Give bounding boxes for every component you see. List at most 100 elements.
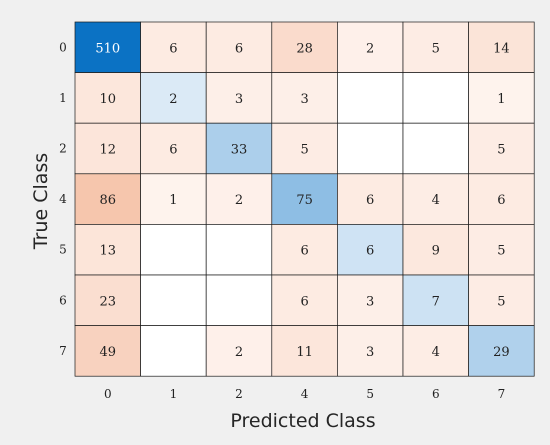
cell-value-label: 3 <box>300 92 308 107</box>
matrix-cell-2-4 <box>271 122 338 175</box>
cell-value-label: 6 <box>300 294 308 309</box>
column-tick-label: 0 <box>104 387 112 401</box>
matrix-cell-1-2 <box>205 72 273 124</box>
matrix-cell-7-6 <box>402 325 469 377</box>
x-axis-label: Predicted Class <box>230 410 375 432</box>
matrix-cell-1-0 <box>74 72 141 124</box>
matrix-cell-2-6 <box>402 122 469 175</box>
cell-value-label: 3 <box>366 294 374 309</box>
matrix-cell-6-1 <box>140 274 207 326</box>
matrix-cell-7-7 <box>468 325 535 377</box>
matrix-cell-2-5 <box>337 122 404 175</box>
cell-value-label: 6 <box>300 244 308 259</box>
cell-value-label: 7 <box>432 294 440 309</box>
cell-value-label: 5 <box>300 143 308 158</box>
cell-value-label: 4 <box>432 193 440 208</box>
cell-value-label: 5 <box>432 41 440 56</box>
cell-value-label: 5 <box>497 244 505 259</box>
cell-value-label: 4 <box>432 345 440 360</box>
cell-value-label: 86 <box>100 193 117 208</box>
cell-value-label: 10 <box>100 92 117 107</box>
cell-value-label: 6 <box>169 143 177 158</box>
cell-value-label: 510 <box>95 41 120 56</box>
cell-value-label: 6 <box>366 244 374 259</box>
matrix-cell-5-7 <box>468 224 535 276</box>
cell-value-label: 2 <box>235 193 243 208</box>
cell-value-label: 1 <box>497 92 505 107</box>
column-tick-label: 5 <box>366 387 374 401</box>
cell-value-label: 49 <box>100 345 117 360</box>
matrix-cell-1-6 <box>402 72 469 124</box>
matrix-cell-4-4 <box>271 173 338 225</box>
matrix-cell-0-2 <box>205 21 273 73</box>
cell-value-label: 9 <box>432 244 440 259</box>
row-tick-label: 2 <box>59 142 67 156</box>
matrix-cell-4-7 <box>468 173 535 225</box>
row-tick-label: 1 <box>59 91 67 105</box>
matrix-cell-2-2 <box>205 122 273 175</box>
matrix-cell-4-6 <box>402 173 469 225</box>
matrix-cell-6-2 <box>205 274 273 326</box>
row-tick-label: 0 <box>59 40 67 54</box>
matrix-cell-4-5 <box>337 173 404 225</box>
cell-value-label: 29 <box>493 345 510 360</box>
matrix-cell-7-0 <box>74 325 141 377</box>
column-tick-label: 6 <box>432 387 440 401</box>
matrix-cell-7-5 <box>337 325 404 377</box>
cell-value-label: 13 <box>100 244 117 259</box>
matrix-cell-7-1 <box>140 325 207 377</box>
cell-value-label: 2 <box>235 345 243 360</box>
cell-value-label: 2 <box>366 41 374 56</box>
cell-value-label: 6 <box>169 41 177 56</box>
cell-value-label: 1 <box>169 193 177 208</box>
cell-value-label: 5 <box>497 294 505 309</box>
cell-value-label: 28 <box>296 41 313 56</box>
cell-value-label: 33 <box>231 143 248 158</box>
matrix-cell-0-7 <box>468 21 535 73</box>
matrix-cell-5-0 <box>74 224 141 276</box>
matrix-cell-6-0 <box>74 274 141 326</box>
cell-value-label: 6 <box>235 41 243 56</box>
matrix-cell-0-0 <box>74 21 141 73</box>
matrix-cell-2-1 <box>140 122 207 175</box>
matrix-cell-0-1 <box>140 21 207 73</box>
cell-value-label: 3 <box>235 92 243 107</box>
cell-value-label: 6 <box>366 193 374 208</box>
matrix-cell-5-2 <box>205 224 273 276</box>
cell-value-label: 5 <box>497 143 505 158</box>
column-tick-labels: 0 1 2 4 5 6 7 <box>104 387 505 401</box>
column-tick-label: 7 <box>498 387 506 401</box>
column-tick-label: 2 <box>235 387 243 401</box>
matrix-cell-1-1 <box>140 72 207 124</box>
row-tick-label: 4 <box>59 192 67 206</box>
y-axis-label: True Class <box>30 153 52 250</box>
cell-value-label: 6 <box>497 193 505 208</box>
row-tick-label: 6 <box>59 293 67 307</box>
matrix-cell-1-7 <box>468 72 535 124</box>
cell-value-label: 2 <box>169 92 177 107</box>
matrix-cell-4-2 <box>205 173 273 225</box>
matrix-cell-4-0 <box>74 173 141 225</box>
row-tick-labels: 0 1 2 4 5 6 7 <box>59 40 67 358</box>
matrix-cell-1-5 <box>337 72 404 124</box>
matrix-cell-7-2 <box>205 325 273 377</box>
matrix-cell-2-7 <box>468 122 535 175</box>
matrix-cell-7-4 <box>271 325 338 377</box>
matrix-cell-6-4 <box>271 274 338 326</box>
cell-value-label: 75 <box>296 193 313 208</box>
cell-value-label: 23 <box>100 294 117 309</box>
cell-value-label: 12 <box>100 143 117 158</box>
matrix-cell-4-1 <box>140 173 207 225</box>
row-tick-label: 5 <box>59 243 67 257</box>
matrix-cell-2-0 <box>74 122 141 175</box>
row-tick-label: 7 <box>59 344 67 358</box>
matrix-cell-5-4 <box>271 224 338 276</box>
cell-value-label: 3 <box>366 345 374 360</box>
matrix-cell-6-7 <box>468 274 535 326</box>
cell-value-label: 11 <box>296 345 313 360</box>
column-tick-label: 1 <box>170 387 178 401</box>
column-tick-label: 4 <box>301 387 309 401</box>
cell-value-label: 14 <box>493 41 510 56</box>
